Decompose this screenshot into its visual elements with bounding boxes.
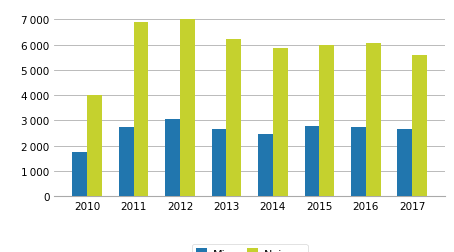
Bar <box>87 96 102 197</box>
Bar <box>305 126 319 197</box>
Bar <box>366 44 381 197</box>
Bar <box>180 20 195 197</box>
Bar <box>212 130 227 197</box>
Bar <box>319 45 334 197</box>
Bar <box>258 135 273 197</box>
Bar <box>227 40 242 197</box>
Bar <box>118 127 133 197</box>
Bar <box>412 55 427 197</box>
Legend: Mies, Nainen: Mies, Nainen <box>192 244 308 252</box>
Bar <box>351 127 366 197</box>
Bar <box>397 130 412 197</box>
Bar <box>165 120 180 197</box>
Bar <box>133 23 148 197</box>
Bar <box>273 49 288 197</box>
Bar <box>72 152 87 197</box>
